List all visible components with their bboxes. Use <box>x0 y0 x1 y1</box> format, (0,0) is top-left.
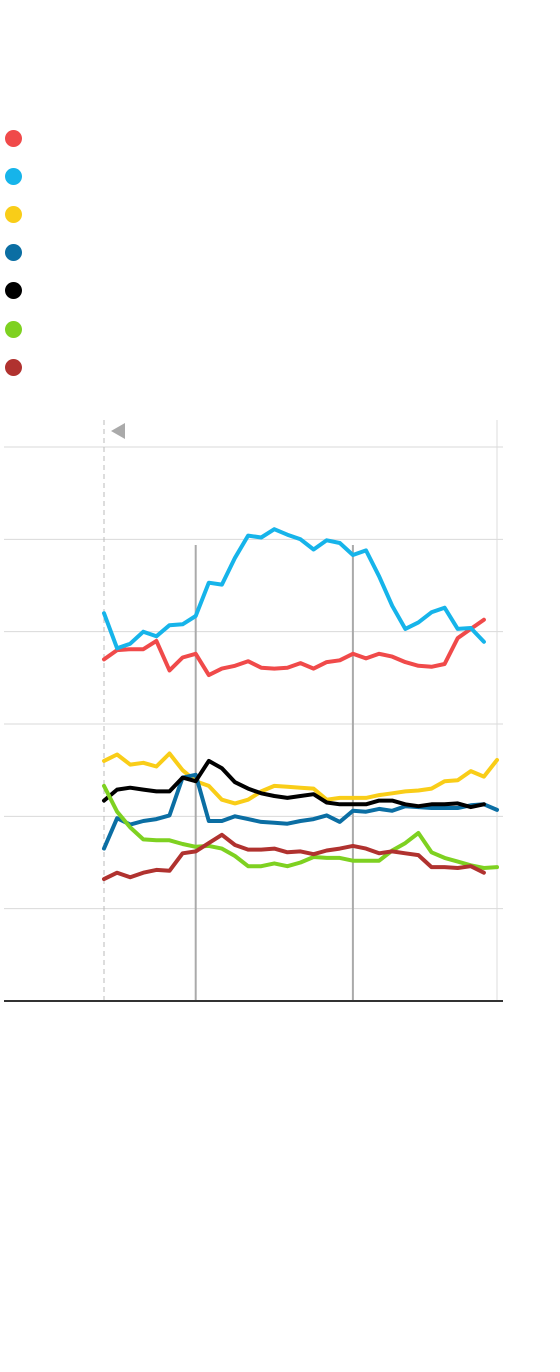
series-line-5 <box>102 783 499 870</box>
legend-item-4 <box>5 282 22 300</box>
marker-arrow-icon <box>111 423 125 439</box>
legend-swatch-1 <box>5 167 22 185</box>
legend-swatch-5 <box>5 320 22 338</box>
legend-item-0 <box>5 129 22 147</box>
legend-item-2 <box>5 205 22 223</box>
legend-item-3 <box>5 244 22 262</box>
series-line-0 <box>102 617 486 678</box>
series-line-1 <box>102 527 486 651</box>
series-line-3 <box>102 772 499 851</box>
legend-swatch-0 <box>5 129 22 147</box>
legend-swatch-2 <box>5 205 22 223</box>
legend-item-1 <box>5 167 22 185</box>
series-line-4 <box>102 758 486 810</box>
series-line-2 <box>102 751 499 806</box>
legend-swatch-6 <box>5 358 22 376</box>
series-line-6 <box>102 832 486 882</box>
legend-swatch-4 <box>5 282 22 300</box>
legend-swatch-3 <box>5 244 22 262</box>
legend-item-6 <box>5 358 22 376</box>
legend-item-5 <box>5 320 22 338</box>
